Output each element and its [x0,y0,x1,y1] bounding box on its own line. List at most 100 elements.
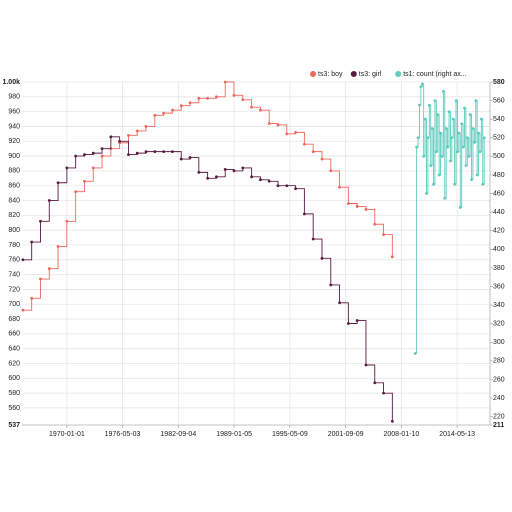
data-point [481,182,485,186]
data-point [461,145,465,149]
data-point [294,187,297,191]
y-tick-label: 560 [8,405,20,412]
data-point [479,117,483,121]
data-point [56,181,60,185]
y2-tick-label: 540 [493,116,505,123]
data-point [420,82,424,86]
legend-label: ts3: boy [318,71,343,78]
data-point [153,150,157,154]
y2-tick-label: 211 [493,422,504,429]
data-point [426,136,430,140]
y-tick-label: 580 [8,390,20,397]
y-tick-label: 1.00k [2,79,20,86]
x-tick-label: 2008-01-10 [384,431,420,438]
y-tick-label: 720 [8,286,20,293]
data-point [171,108,174,112]
data-point [153,113,157,117]
data-point [179,104,183,108]
data-point [477,131,480,135]
data-point [463,106,466,110]
data-point [232,93,236,97]
data-point [179,157,183,161]
data-point [197,96,201,100]
legend-marker [395,71,402,77]
y2-tick-label: 240 [493,395,505,402]
y-tick-label: 680 [8,316,20,323]
data-point [416,136,420,140]
y2-tick-label: 280 [493,358,505,365]
data-point [162,111,166,115]
data-point [74,154,78,158]
y2-tick-label: 340 [493,302,505,309]
data-point [464,164,468,168]
y-tick-label: 640 [8,346,20,353]
legend-label: ts3: girl [359,71,382,78]
data-point [390,419,394,423]
data-point [206,96,210,100]
data-point [320,256,324,260]
data-point [451,117,455,121]
y-tick-label: 920 [8,138,20,145]
y-tick-label: 660 [8,331,20,338]
data-point [47,267,51,271]
y2-tick-label: 580 [493,79,505,86]
x-tick-label: 1989-01-05 [216,431,252,438]
data-point [83,153,86,157]
y2-tick-label: 300 [493,339,505,346]
data-point [39,219,42,223]
data-point [215,95,218,99]
data-point [135,151,139,155]
data-point [436,113,440,116]
y2-tick-label: 520 [493,135,505,142]
data-point [197,170,201,174]
data-point [83,179,86,183]
data-point [453,182,457,186]
data-point [338,185,341,189]
y-tick-label: 900 [8,153,20,160]
data-point [430,127,434,130]
data-point [346,202,350,205]
data-point [434,150,438,154]
data-point [449,159,452,163]
data-point [232,169,236,173]
x-tick-label: 1982-09-04 [160,431,196,438]
data-point [127,133,130,137]
y-tick-label: 980 [8,94,20,101]
data-point [443,196,447,200]
data-point [74,190,78,194]
y2-tick-label: 440 [493,209,505,216]
data-point [127,153,130,157]
data-point [21,308,25,312]
data-point [65,219,69,223]
data-point [446,145,449,149]
data-point [109,135,113,139]
y-tick-label: 820 [8,212,20,219]
data-point [444,127,448,130]
data-point [276,123,280,127]
y2-tick-label: 500 [493,153,505,160]
y-tick-label: 760 [8,257,20,264]
data-point [267,179,271,183]
data-point [415,145,419,149]
data-point [338,301,341,305]
y-tick-label: 940 [8,123,20,130]
data-point [276,184,280,188]
y-tick-label: 800 [8,227,20,234]
data-point [456,150,459,154]
y-tick-label: 860 [8,183,20,190]
legend-marker [310,71,316,77]
data-point [467,154,471,158]
data-point [91,166,95,170]
y2-tick-label: 220 [493,413,505,420]
data-point [144,125,148,128]
data-point [100,147,104,151]
y-tick-label: 880 [8,168,20,175]
data-point [250,105,254,109]
data-point [302,142,306,146]
y-tick-label: 620 [8,360,20,367]
data-point [188,156,192,159]
data-point [373,381,377,385]
data-point [475,173,479,177]
data-point [144,150,148,154]
